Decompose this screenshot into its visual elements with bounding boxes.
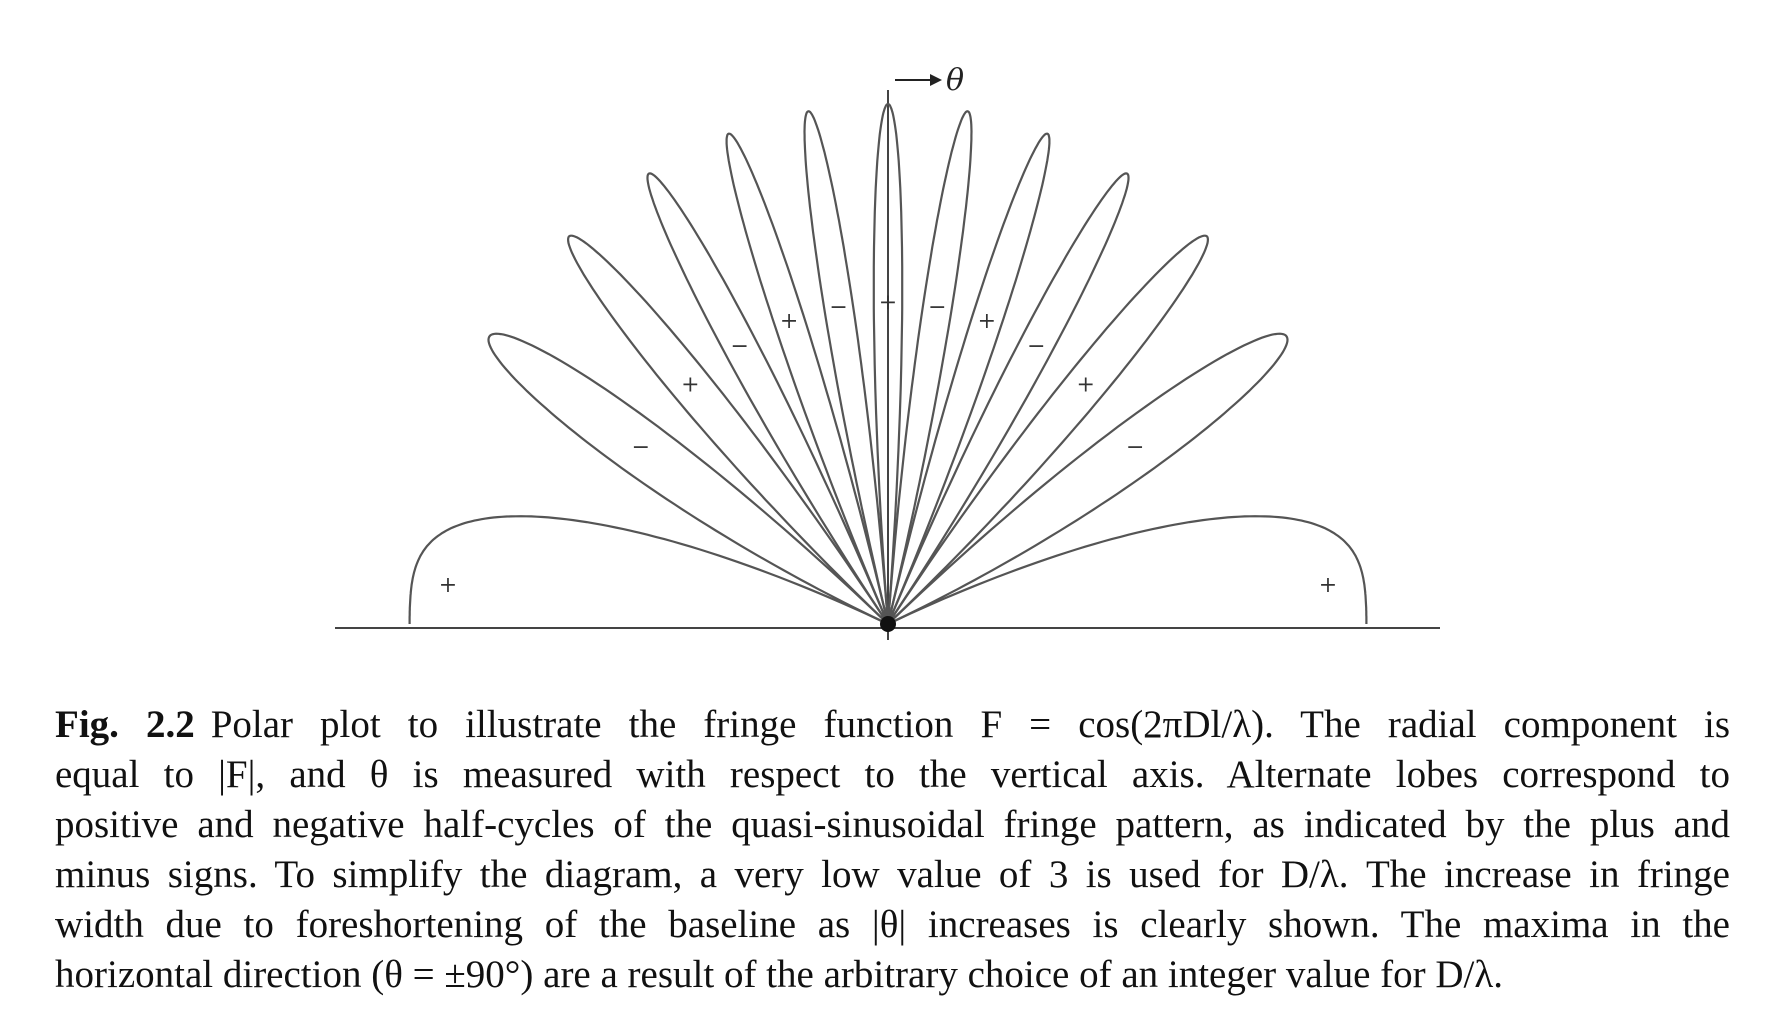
lobe-p2 (886, 132, 1051, 625)
minus-sign: − (928, 295, 946, 320)
lobe-m4 (566, 234, 889, 625)
caption-line: horizontal direction (θ = ±90°) are a re… (55, 953, 1504, 996)
caption-line: width due to foreshortening of the basel… (55, 903, 1730, 946)
lobe-p1 (886, 110, 973, 625)
lobe-m3 (646, 172, 890, 625)
lobe-m1 (803, 110, 890, 625)
lobe-p0 (872, 102, 904, 625)
theta-arrow-icon (930, 74, 942, 86)
origin-point (880, 616, 896, 632)
polar-plot-canvas: + − + − + − + − + − + − + θ (335, 63, 1440, 640)
plus-sign: + (1076, 373, 1094, 398)
plus-sign: + (879, 291, 897, 316)
lobe-m5 (487, 332, 889, 625)
plus-sign: + (439, 573, 457, 598)
lobe-p5 (887, 332, 1289, 625)
lobe-signs: + − + − + − + − + − + − + (439, 291, 1337, 598)
caption-line: positive and negative half-cycles of the… (55, 803, 1730, 846)
minus-sign: − (730, 334, 748, 359)
lobes (408, 102, 1368, 625)
caption-line-text: Polar plot to illustrate the fringe func… (210, 703, 1730, 746)
theta-label: θ (946, 63, 964, 98)
minus-sign: − (829, 295, 847, 320)
minus-sign: − (632, 435, 650, 460)
figure-caption: Fig. 2.2 Polar plot to illustrate the fri… (55, 700, 1730, 1000)
plus-sign: + (681, 373, 699, 398)
caption-line: minus signs. To simplify the diagram, a … (55, 853, 1730, 896)
plus-sign: + (780, 309, 798, 334)
plus-sign: + (1319, 573, 1337, 598)
lobe-m2 (725, 132, 890, 625)
minus-sign: − (1027, 334, 1045, 359)
lobe-p6 (887, 515, 1368, 625)
lobe-p4 (887, 234, 1210, 625)
plus-sign: + (978, 309, 996, 334)
lobe-m6 (408, 515, 889, 625)
caption-line: equal to |F|, and θ is measured with res… (55, 753, 1730, 796)
lobe-p3 (886, 172, 1130, 625)
polar-plot: + − + − + − + − + − + − + θ (335, 63, 1440, 640)
figure-label: Fig. 2.2 (55, 703, 195, 746)
minus-sign: − (1126, 435, 1144, 460)
caption-line: Fig. 2.2 Polar plot to illustrate the fri… (55, 700, 1730, 750)
